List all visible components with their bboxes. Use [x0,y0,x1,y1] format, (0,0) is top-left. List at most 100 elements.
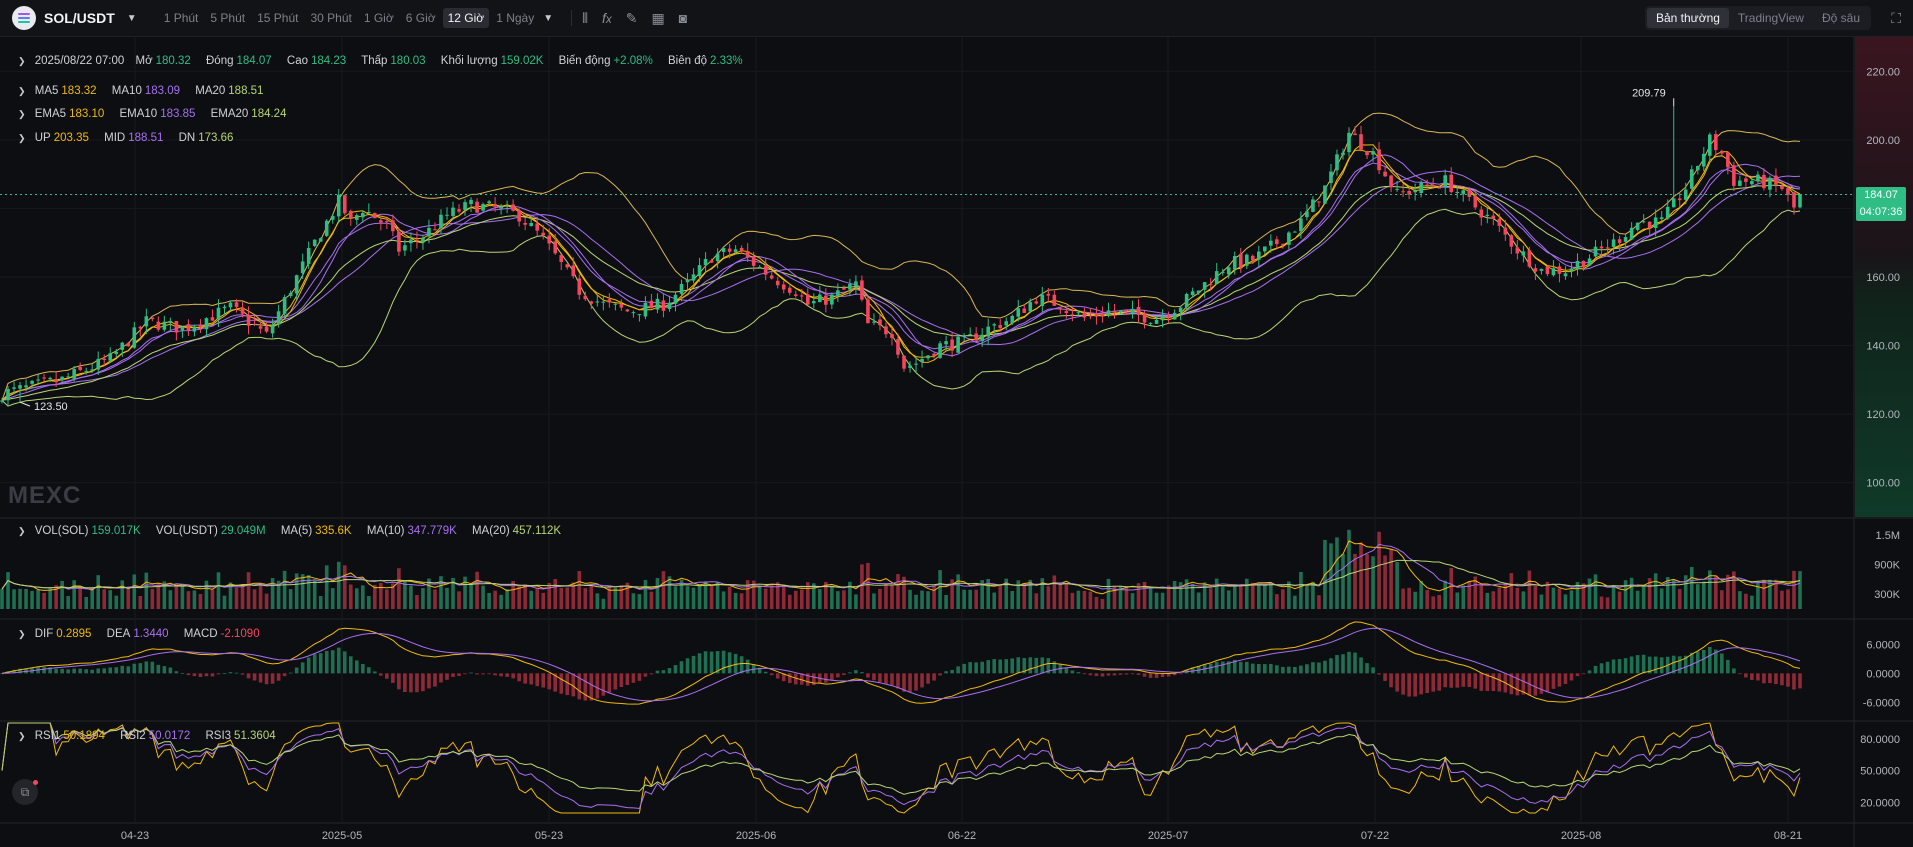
macd-histogram-bar [529,673,533,685]
fullscreen-icon[interactable]: ⛶ [1891,10,1901,26]
macd-histogram-bar [986,660,990,674]
interval-dropdown-icon[interactable]: ▼ [543,12,554,24]
volume-bar [282,570,287,609]
price-chart[interactable]: 04-23 2025-05 05-23 2025-06 06-22 2025-07 07-2… [0,37,1913,847]
interval-tab[interactable]: 12 Giờ [442,8,490,28]
macd-histogram-bar [775,673,780,679]
rsi-tick-label: 80.0000 [1860,734,1900,746]
macd-histogram-bar [1010,658,1015,674]
volume-bar [1521,591,1526,609]
macd-legend: ❯ DIF 0.2895 DEA 1.3440 MACD -2.1090 [18,628,272,640]
interval-tab[interactable]: 1 Giờ [363,11,394,25]
interval-tab[interactable]: 30 Phút [310,11,352,25]
volume-bar [1196,592,1201,609]
macd-histogram-bar [1545,673,1550,693]
macd-histogram-bar [980,661,984,674]
volume-bar [1281,589,1285,609]
candle-body [1359,134,1363,150]
volume-bar [517,584,521,609]
candle-body [1792,192,1796,208]
camera-snapshot-icon[interactable]: ◙ [678,9,688,26]
candle-body [270,324,275,334]
volume-bar [48,587,52,609]
volume-bar [583,588,588,609]
chart-settings-button[interactable]: ⧉ [12,779,38,805]
view-tab[interactable]: Độ sâu [1821,11,1860,25]
rsi1-value: 50.1894 [63,730,105,742]
volume-bar [1034,593,1039,609]
volume-bar [685,586,690,609]
view-tab[interactable]: Bản thường [1646,8,1729,28]
ma-chevron-icon[interactable]: ❯ [18,86,26,96]
ma-legend: ❯ MA5 183.32 MA10 183.09 MA20 188.51 [18,85,275,97]
volume-bar [276,580,281,609]
macd-chevron-icon[interactable]: ❯ [18,629,26,639]
volume-bar [186,591,191,609]
symbol-selector[interactable]: SOL/USDT ▼ [12,6,137,30]
interval-tab[interactable]: 1 Phút [163,11,199,25]
volume-bar [1220,585,1225,609]
ma10-value: 183.09 [144,85,181,97]
rsi-chevron-icon[interactable]: ❯ [18,731,26,741]
drawing-pen-icon[interactable]: ✎ [625,9,638,26]
candle-body [649,300,654,309]
candle-body [559,255,564,262]
volume-bar [1401,588,1405,609]
candle-body [1232,255,1237,270]
view-tab[interactable]: TradingView [1737,11,1804,25]
vol-ma10-value: 347.779K [407,525,457,537]
volume-bar [1058,583,1063,609]
macd-histogram-bar [180,672,185,674]
candle-body [1611,239,1616,247]
volume-bar [150,588,155,609]
macd-histogram-bar [1635,655,1640,674]
candle-body [1425,184,1429,186]
collapse-chevron-icon[interactable]: ❯ [18,56,26,66]
interval-tab[interactable]: 5 Phút [210,11,246,25]
candle-body [90,369,95,371]
layout-grid-icon[interactable]: ▦ [651,9,665,26]
macd-histogram-bar [896,673,900,689]
indicator-fx-icon[interactable]: fx [602,9,612,26]
candle-body [505,205,509,207]
vol-chevron-icon[interactable]: ❯ [18,526,26,536]
macd-histogram-bar [1088,673,1093,676]
macd-histogram-bar [1659,657,1664,674]
candle-body [24,385,28,388]
x-tick-label: 2025-07 [1148,830,1188,842]
caret-down-icon: ▼ [126,12,137,24]
interval-tab[interactable]: 6 Giờ [405,11,436,25]
volume-bar [673,586,678,609]
macd-histogram-bar [132,663,137,674]
volume-bar [619,585,624,609]
volume-bar [1449,567,1454,609]
ma5-label: MA5 [34,85,59,97]
ema20-line [1,184,1801,401]
candle-body [42,377,46,379]
macd-histogram-bar [890,673,894,686]
macd-histogram-bar [920,673,924,688]
interval-tab[interactable]: 1 Ngày [496,11,535,25]
interval-tab[interactable]: 15 Phút [257,11,299,25]
candle-body [150,317,155,320]
candle-body [1497,218,1502,226]
volume-bar [138,596,143,609]
volume-bar [391,583,395,609]
candle-type-icon[interactable]: ⫴ [582,9,589,26]
volume-bar [914,594,918,609]
macd-histogram-bar [1575,673,1580,677]
macd-histogram-bar [318,653,323,674]
candle-body [102,358,107,361]
volume-bar [1076,590,1081,609]
macd-histogram-bar [1269,663,1273,674]
candle-body [12,387,16,389]
candle-body [709,260,714,263]
boll-chevron-icon[interactable]: ❯ [18,133,26,143]
candle-body [763,266,768,275]
macd-histogram-bar [619,673,624,688]
candle-body [1599,246,1604,249]
ema-chevron-icon[interactable]: ❯ [18,109,26,119]
macd-histogram-bar [607,673,612,693]
macd-histogram-bar [373,671,377,674]
candle-body [1389,175,1393,188]
